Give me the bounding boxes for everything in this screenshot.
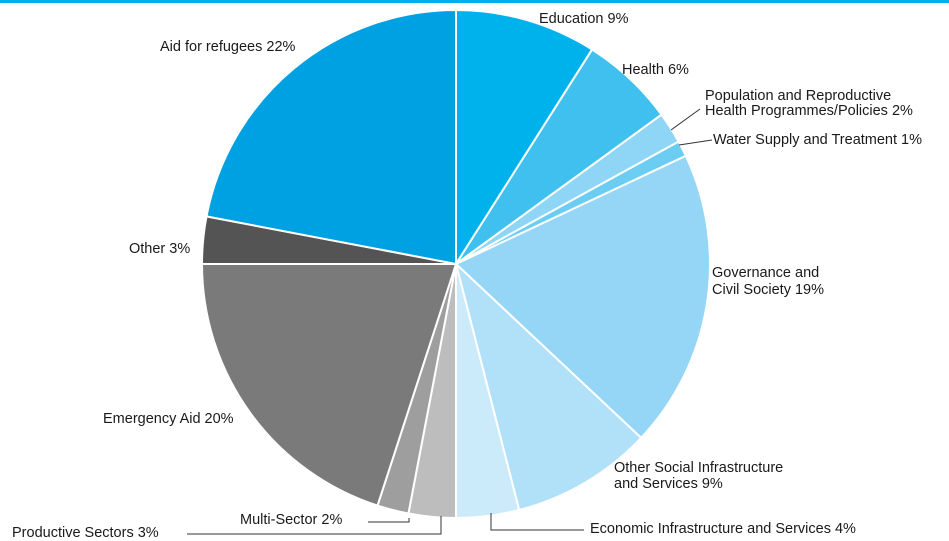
- label-education: Education 9%: [539, 11, 629, 27]
- label-population-line1: Population and Reproductive: [705, 88, 892, 104]
- label-governance-line2: Civil Society 19%: [712, 282, 825, 298]
- pie-slice-emergency-aid-20: [200, 263, 458, 507]
- leader-line-productive: [187, 516, 442, 535]
- pie-slice-other-social-infrastructure-and-services-9: [454, 260, 643, 512]
- label-social-line1: Other Social Infrastructure: [614, 460, 784, 476]
- label-productive: Productive Sectors 3%: [12, 525, 159, 541]
- pie-slice-governance-and-civil-society-19: [454, 154, 711, 440]
- label-economic: Economic Infrastructure and Services 4%: [590, 521, 856, 537]
- pie-slice-aid-for-refugees-22: [205, 8, 457, 266]
- leader-line-multisector: [368, 518, 410, 523]
- label-governance-line1: Governance and: [712, 265, 820, 281]
- pie-slice-education-9: [455, 8, 594, 268]
- leader-line-economic: [490, 513, 584, 531]
- leader-line-water: [678, 139, 713, 146]
- label-population-line2: Health Programmes/Policies 2%: [705, 103, 913, 119]
- label-water: Water Supply and Treatment 1%: [713, 132, 923, 148]
- top-accent-rule: [0, 0, 949, 3]
- label-social-line2: and Services 9%: [614, 476, 723, 492]
- label-multisector: Multi-Sector 2%: [240, 512, 343, 528]
- leader-line-population: [670, 108, 701, 131]
- label-refugees: Aid for refugees 22%: [160, 39, 296, 55]
- label-other: Other 3%: [129, 241, 191, 257]
- label-health: Health 6%: [622, 62, 689, 78]
- label-emergency: Emergency Aid 20%: [103, 411, 234, 427]
